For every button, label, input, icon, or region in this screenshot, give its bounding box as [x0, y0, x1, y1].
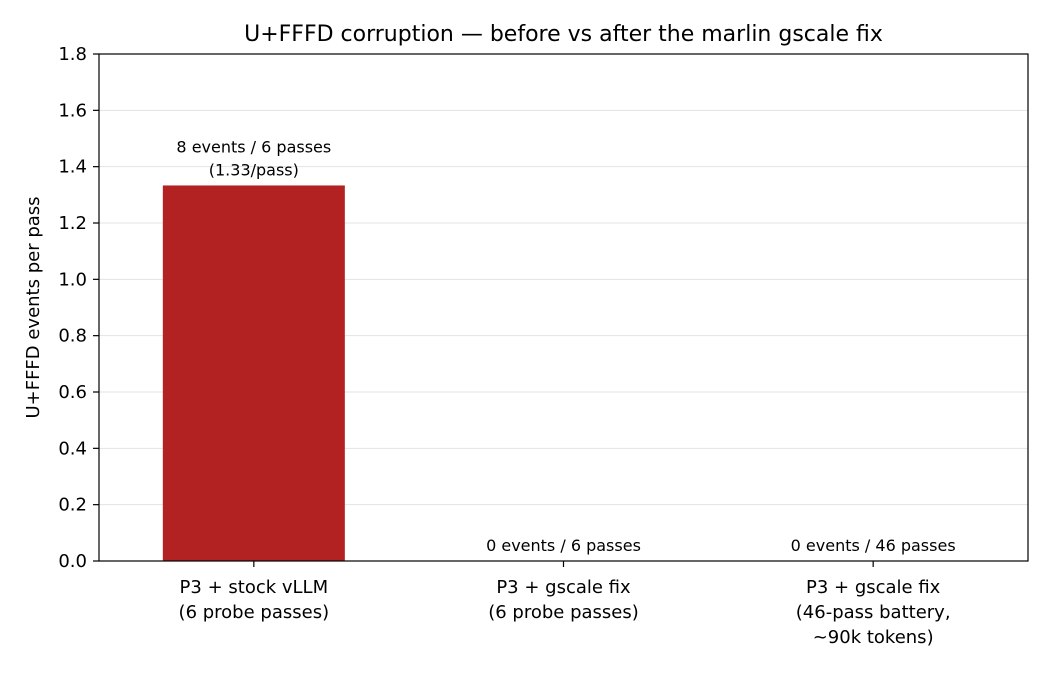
y-tick-label: 1.0: [58, 269, 87, 290]
y-tick-label: 0.2: [58, 495, 87, 516]
y-tick-label: 1.2: [58, 213, 87, 234]
bars: [162, 185, 345, 561]
x-tick-label-line: P3 + stock vLLM: [180, 577, 329, 598]
y-tick-label: 0.8: [58, 326, 87, 347]
y-tick-label: 0.6: [58, 382, 87, 403]
y-tick-label: 0.0: [58, 551, 87, 572]
y-tick-label: 1.8: [58, 44, 87, 65]
bar-labels: 8 events / 6 passes (1.33/pass) 0 events /…: [176, 137, 955, 555]
chart-title: U+FFFD corruption — before vs after the …: [244, 22, 883, 47]
bar-value-label: 0 events / 6 passes: [486, 536, 641, 555]
x-tick-label-line: P3 + gscale fix: [496, 577, 631, 598]
x-tick-label-line: P3 + gscale fix: [806, 577, 941, 598]
bar-value-label-line: (1.33/pass): [209, 160, 299, 179]
y-tick-label: 1.6: [58, 100, 87, 121]
x-tick-label: P3 + gscale fix (6 probe passes): [488, 577, 639, 623]
y-axis-label: U+FFFD events per pass: [23, 196, 44, 418]
bar-value-label: 0 events / 46 passes: [791, 536, 956, 555]
x-tick-label-line: (6 probe passes): [488, 602, 639, 623]
x-axis-ticks: P3 + stock vLLM (6 probe passes)P3 + gsca…: [179, 561, 951, 648]
bar-value-label-line: 8 events / 6 passes: [176, 137, 331, 156]
bar-value-label-line: 0 events / 6 passes: [486, 536, 641, 555]
x-tick-label-line: ~90k tokens): [813, 627, 934, 648]
bar-value-label-line: 0 events / 46 passes: [791, 536, 956, 555]
x-tick-label: P3 + gscale fix (46-pass battery, ~90k tok…: [796, 577, 951, 648]
y-tick-label: 0.4: [58, 438, 87, 459]
x-tick-label-line: (46-pass battery,: [796, 602, 951, 623]
bar: [162, 185, 345, 561]
bar-value-label: 8 events / 6 passes (1.33/pass): [176, 137, 331, 179]
y-tick-label: 1.4: [58, 157, 87, 178]
x-tick-label-line: (6 probe passes): [179, 602, 330, 623]
y-axis-ticks: 0.0 0.2 0.4 0.6 0.8 1.0 1.2 1.4 1.6 1.8: [58, 44, 99, 572]
x-tick-label: P3 + stock vLLM (6 probe passes): [179, 577, 330, 623]
